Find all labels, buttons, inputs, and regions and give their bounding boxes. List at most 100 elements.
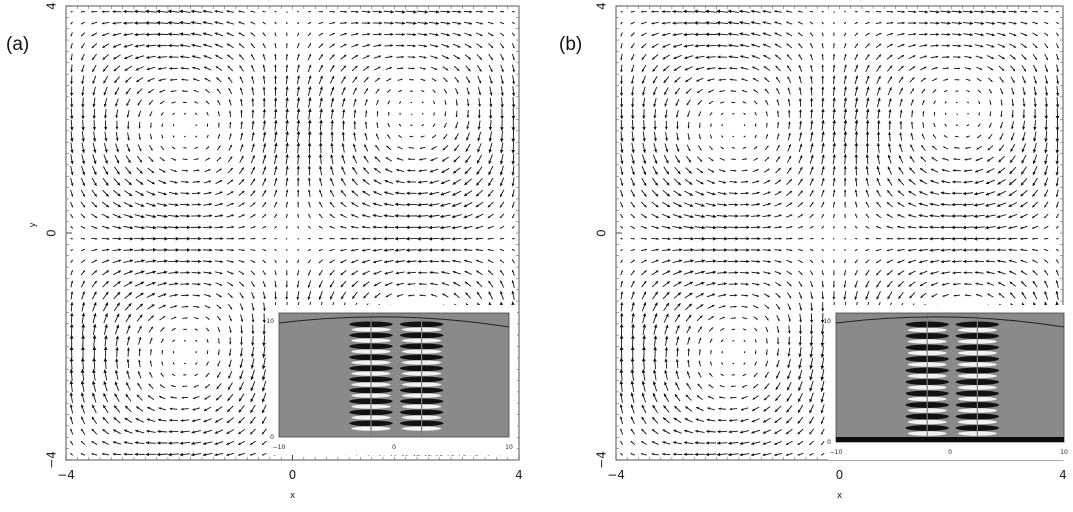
arrow-head <box>763 21 766 24</box>
arrow-head <box>187 226 190 230</box>
arrow-head <box>500 138 504 142</box>
arrow-head <box>706 44 709 48</box>
arrow-head <box>631 381 635 385</box>
arrow-head <box>308 120 312 124</box>
arrow-head <box>134 33 137 37</box>
arrow-head <box>297 178 300 181</box>
arrow-head <box>135 453 138 456</box>
arrow-head <box>146 56 149 59</box>
arrow-head <box>308 86 311 89</box>
arrow-head <box>429 192 433 195</box>
arrow-head <box>169 67 172 70</box>
arrow-head <box>182 385 184 387</box>
arrow-head <box>93 335 97 339</box>
arrow-head <box>274 86 277 89</box>
arrow-head <box>653 347 657 350</box>
arrow-head <box>286 285 288 287</box>
arrow-head <box>440 215 444 219</box>
arrow-head <box>82 161 85 164</box>
arrow-head <box>285 86 288 89</box>
arrow-head <box>251 331 254 334</box>
arrow-head <box>631 116 634 119</box>
arrow-head <box>717 32 721 36</box>
arrow-head <box>81 127 85 130</box>
arrow-head <box>511 150 515 154</box>
arrow-head <box>810 320 813 323</box>
arrow-head <box>418 260 421 263</box>
arrow-head <box>779 237 781 240</box>
arrow-head <box>732 113 733 115</box>
arrow-head <box>187 271 190 274</box>
arrow-head <box>716 21 720 25</box>
arrow-head <box>408 158 410 160</box>
arrow-head <box>724 271 727 274</box>
arrow-head <box>134 10 138 14</box>
arrow-head <box>412 79 413 81</box>
arrow-head <box>240 331 243 334</box>
arrow-head <box>428 226 432 230</box>
arrow-head <box>739 32 742 35</box>
arrow-head <box>298 238 300 239</box>
arrow-head <box>251 98 254 101</box>
arrow-head <box>70 127 74 130</box>
arrow-head <box>297 131 301 135</box>
arrow-head <box>620 172 623 175</box>
arrow-head <box>198 226 201 229</box>
arrow-head <box>631 104 634 107</box>
arrow-head <box>664 370 667 373</box>
arrow-head <box>104 115 107 118</box>
x-tick-label: 4 <box>515 468 523 482</box>
arrow-head <box>164 271 167 274</box>
arrow-head <box>488 149 491 153</box>
arrow-head <box>92 92 95 95</box>
arrow-head <box>489 116 492 119</box>
arrow-head <box>390 44 393 47</box>
arrow-head <box>631 127 635 130</box>
arrow-head <box>690 259 693 262</box>
arrow-head <box>673 441 676 444</box>
arrow-head <box>719 79 721 81</box>
arrow-head <box>440 237 443 241</box>
arrow-head <box>186 306 188 308</box>
arrow-head <box>447 10 450 13</box>
arrow-head <box>632 161 635 164</box>
arrow-head <box>184 363 185 365</box>
arrow-head <box>740 430 743 433</box>
arrow-head <box>168 21 172 25</box>
arrow-head <box>82 302 85 305</box>
arrow-head <box>731 385 733 387</box>
arrow-head <box>734 306 736 308</box>
arrow-head <box>81 104 84 107</box>
arrow-head <box>645 238 647 240</box>
arrow-head <box>157 56 160 59</box>
arrow-head <box>395 237 398 241</box>
arrow-head <box>500 161 503 165</box>
arrow-head <box>631 393 634 397</box>
arrow-head <box>81 358 85 362</box>
arrow-head <box>192 55 195 58</box>
arrow-head <box>418 192 421 195</box>
arrow-head <box>93 127 96 130</box>
arrow-head <box>373 237 376 240</box>
arrow-head <box>243 238 245 240</box>
arrow-head <box>768 237 771 240</box>
panel-label: (b) <box>559 34 582 56</box>
arrow-head <box>757 214 760 217</box>
inset-y-tick-label: 0 <box>270 434 274 441</box>
arrow-head <box>368 10 371 13</box>
arrow-head <box>665 127 668 130</box>
arrow-head <box>452 237 455 240</box>
arrow-head <box>70 313 74 316</box>
arrow-head <box>777 342 779 344</box>
arrow-head <box>713 248 717 252</box>
arrow-head <box>333 11 335 13</box>
arrow-head <box>262 365 266 369</box>
arrow-head <box>104 347 108 350</box>
arrow-head <box>81 346 85 350</box>
arrow-head <box>274 98 277 101</box>
arrow-head <box>356 11 359 14</box>
arrow-head <box>146 441 149 444</box>
arrow-head <box>141 215 145 218</box>
arrow-head <box>409 147 411 149</box>
arrow-head <box>503 11 504 13</box>
